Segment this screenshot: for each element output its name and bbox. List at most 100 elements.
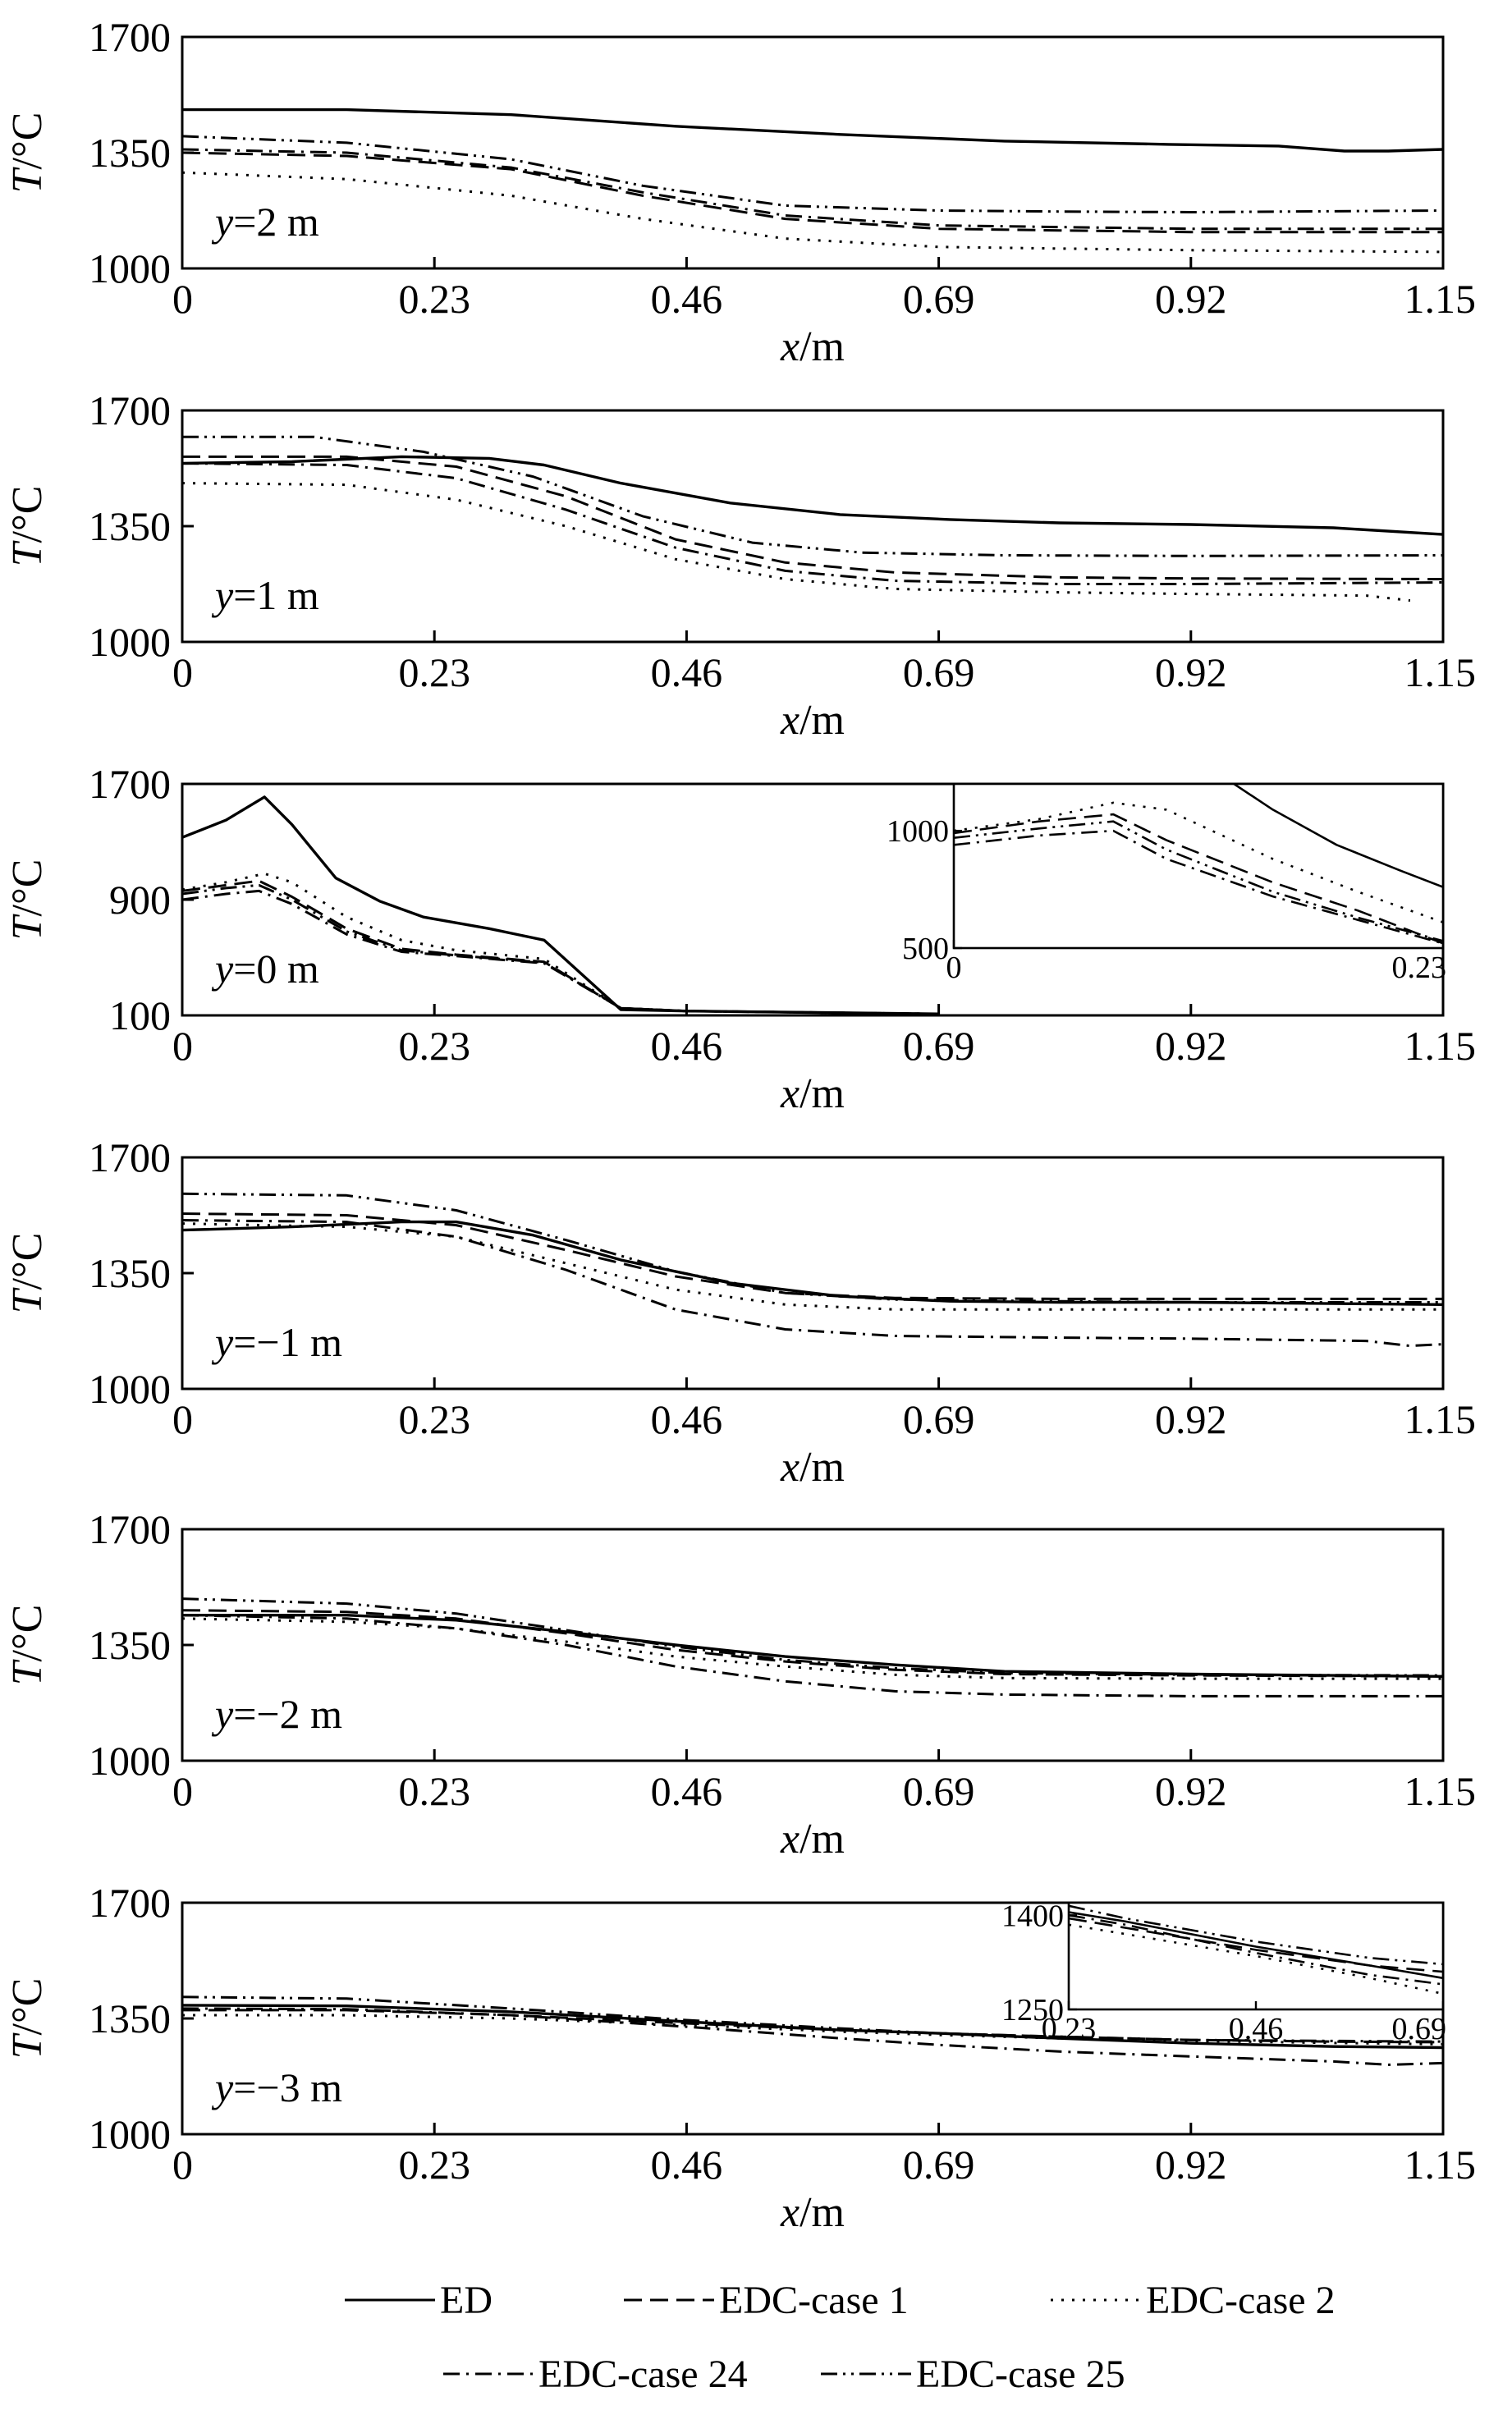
plot-frame	[181, 1156, 1445, 1391]
x-tick-label: 1.15	[1404, 276, 1477, 322]
inset-x-tick-label: 0	[946, 951, 962, 985]
x-tick-label: 1.15	[1404, 1396, 1477, 1442]
series-line-ed	[182, 108, 1443, 153]
y-tick-label: 1350	[89, 503, 171, 549]
series-line-ed	[182, 1220, 1443, 1306]
panel-label-value: =−2 m	[233, 1691, 342, 1737]
y-axis-unit: /°C	[4, 1233, 51, 1290]
panel-label-var: y	[211, 199, 234, 245]
panel-label: y=−1 m	[211, 1319, 342, 1365]
legend-label: EDC-case 2	[1146, 2279, 1336, 2322]
x-tick-label: 0.69	[903, 276, 975, 322]
inset-x-tick-label: 0.23	[1042, 2012, 1097, 2046]
series-line-edc-case-24	[182, 1614, 1443, 1698]
x-tick-label: 0.46	[651, 2142, 723, 2188]
x-tick-label: 0.46	[651, 1768, 723, 1814]
panel-label-var: y	[211, 572, 234, 618]
panel-label: y=−3 m	[211, 2064, 342, 2110]
panel-4: 0 0.23 0.46 0.69 0.92 1.15 1000 1350 1700 T/°C x/m…	[4, 1134, 1476, 1491]
inset-series-line-edc-case-25	[1069, 1904, 1443, 1966]
series-line-edc-case-1	[182, 1212, 1443, 1300]
y-axis-var: T	[4, 1659, 51, 1685]
panel-label-value: =2 m	[233, 199, 319, 245]
x-axis-var: x	[780, 323, 800, 370]
x-tick-label: 0.92	[1155, 1396, 1227, 1442]
y-tick-label: 1700	[89, 1134, 171, 1180]
x-tick-label: 0.46	[651, 276, 723, 322]
series-line-edc-case-25	[182, 1597, 1443, 1677]
inset: 0.23 0.46 0.69 1250 1400	[1001, 1899, 1446, 2046]
panel-label-var: y	[211, 1319, 234, 1365]
inset-series-group	[1069, 1904, 1443, 1995]
y-tick-label: 1000	[89, 1738, 171, 1784]
series-line-ed	[182, 1614, 1443, 1678]
x-axis-unit: /m	[800, 1070, 845, 1117]
y-axis-label: T/°C	[4, 486, 51, 567]
y-tick-label: 1000	[89, 619, 171, 665]
x-tick-label: 0.92	[1155, 276, 1227, 322]
x-axis-var: x	[780, 1070, 800, 1117]
x-tick-label: 0.23	[398, 1396, 470, 1442]
y-tick-label: 1000	[89, 2111, 171, 2157]
legend-item-edc-case-25: EDC-case 25	[821, 2353, 1125, 2396]
series-group	[182, 795, 939, 1015]
panel-label-var: y	[211, 1691, 234, 1737]
panel-label-value: =−1 m	[233, 1319, 342, 1365]
series-line-edc-case-25	[182, 435, 1443, 557]
x-axis-var: x	[780, 1444, 800, 1491]
x-axis-var: x	[780, 1816, 800, 1862]
series-line-edc-case-2	[182, 872, 939, 1015]
inset-series-line-edc-case-1	[1069, 1917, 1443, 1973]
inset-series-line-edc-case-24	[1069, 1914, 1443, 1986]
inset-series-line-ed	[1069, 1911, 1443, 1980]
y-tick-label: 1350	[89, 1622, 171, 1668]
y-axis-var: T	[4, 167, 51, 193]
series-line-edc-case-24	[182, 1219, 1443, 1348]
panel-label: y=0 m	[211, 946, 319, 992]
y-tick-label: 1350	[89, 1995, 171, 2041]
x-tick-label: 1.15	[1404, 2142, 1477, 2188]
x-tick-label: 1.15	[1404, 1023, 1477, 1069]
x-axis-label: x/m	[780, 1070, 845, 1117]
x-tick-label: 0	[172, 649, 193, 695]
x-axis-unit: /m	[800, 697, 845, 744]
x-tick-label: 0.46	[651, 649, 723, 695]
panel-label: y=1 m	[211, 572, 319, 618]
x-tick-label: 1.15	[1404, 1768, 1477, 1814]
y-axis-var: T	[4, 540, 51, 566]
legend-item-edc-case-24: EDC-case 24	[443, 2353, 748, 2396]
panel-label: y=2 m	[211, 199, 319, 245]
inset-x-tick-label: 0.23	[1392, 951, 1447, 985]
x-tick-label: 0.92	[1155, 1768, 1227, 1814]
inset-y-tick-label: 1000	[887, 814, 949, 849]
series-line-edc-case-1	[182, 455, 1443, 580]
x-axis-var: x	[780, 697, 800, 744]
y-axis-var: T	[4, 2032, 51, 2059]
legend-label: EDC-case 25	[916, 2353, 1125, 2396]
y-axis-label: T/°C	[4, 1605, 51, 1686]
y-tick-label: 1350	[89, 1250, 171, 1296]
inset-x-tick-label: 0.69	[1392, 2012, 1447, 2046]
legend: ED EDC-case 1 EDC-case 2 EDC-case 24 EDC-cas…	[345, 2279, 1336, 2396]
x-tick-label: 0.23	[398, 1768, 470, 1814]
panel-label-value: =1 m	[233, 572, 319, 618]
x-tick-label: 0.69	[903, 1768, 975, 1814]
x-axis-label: x/m	[780, 1816, 845, 1862]
x-axis-label: x/m	[780, 2189, 845, 2236]
x-tick-label: 0.23	[398, 276, 470, 322]
x-tick-label: 0.46	[651, 1396, 723, 1442]
y-tick-label: 1700	[89, 14, 171, 60]
x-axis-unit: /m	[800, 1816, 845, 1862]
y-axis-var: T	[4, 1287, 51, 1313]
x-axis-label: x/m	[780, 323, 845, 370]
y-tick-label: 1700	[89, 1506, 171, 1552]
y-tick-label: 1000	[89, 1366, 171, 1412]
panel-5: 0 0.23 0.46 0.69 0.92 1.15 1000 1350 1700 T/°C x/m…	[4, 1506, 1476, 1862]
series-group	[182, 108, 1443, 254]
y-tick-label: 900	[109, 877, 171, 923]
x-tick-label: 0.92	[1155, 649, 1227, 695]
legend-item-edc-case-1: EDC-case 1	[624, 2279, 909, 2322]
series-line-edc-case-1	[182, 1609, 1443, 1678]
inset-series-group	[954, 784, 1443, 945]
